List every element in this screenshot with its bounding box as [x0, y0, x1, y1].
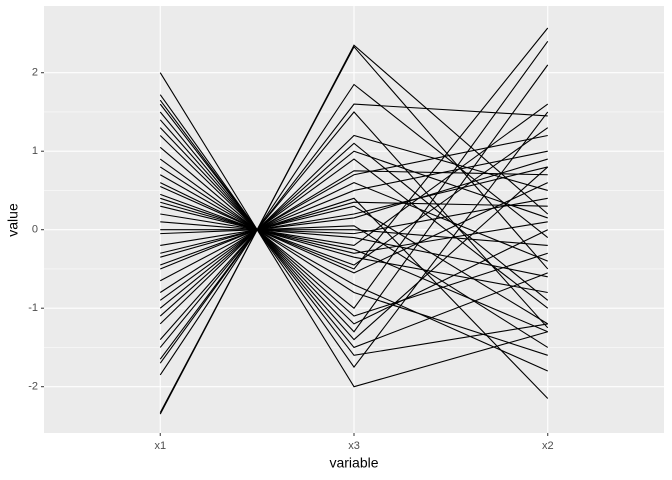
- line: [160, 158, 548, 246]
- line: [160, 103, 549, 246]
- line: [159, 174, 548, 274]
- line: [159, 127, 548, 325]
- line: [159, 119, 548, 317]
- x-tick-label: x2: [542, 440, 554, 452]
- line: [159, 103, 548, 364]
- y-axis-title: value: [5, 203, 21, 237]
- line: [160, 193, 548, 294]
- line: [159, 111, 549, 360]
- line: [160, 205, 549, 325]
- x-tick-label: x3: [348, 440, 360, 452]
- line: [159, 146, 548, 372]
- line: [159, 150, 548, 325]
- y-tick-label: 1: [32, 145, 38, 157]
- line: [160, 197, 548, 235]
- line: [159, 64, 549, 333]
- y-tick-label: 2: [32, 67, 38, 79]
- line: [159, 45, 549, 413]
- x-tick-label: x1: [154, 440, 166, 452]
- line: [159, 166, 548, 388]
- line: [160, 213, 548, 278]
- line: [159, 72, 549, 341]
- line: [159, 170, 548, 309]
- line: [160, 27, 549, 270]
- line: [159, 142, 549, 340]
- y-tick-label: -2: [28, 381, 38, 393]
- line: [159, 99, 548, 356]
- line: [159, 134, 548, 348]
- line: [159, 158, 548, 356]
- line: [160, 166, 548, 258]
- x-axis-title: variable: [329, 455, 378, 471]
- line: [160, 201, 548, 266]
- line: [160, 229, 548, 246]
- line: [160, 197, 549, 399]
- line: [159, 103, 548, 349]
- line: [160, 225, 549, 348]
- line: [159, 134, 548, 301]
- y-tick-label: 0: [32, 224, 38, 236]
- line: [159, 94, 549, 368]
- line: [159, 83, 549, 376]
- y-tick-label: -1: [28, 302, 38, 314]
- line: [160, 127, 549, 266]
- line: [159, 158, 549, 317]
- line: [159, 150, 548, 282]
- line: [160, 201, 548, 333]
